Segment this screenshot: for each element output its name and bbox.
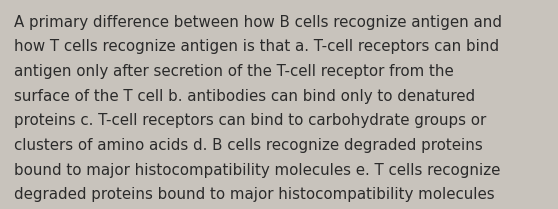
Text: degraded proteins bound to major histocompatibility molecules: degraded proteins bound to major histoco… <box>14 187 494 202</box>
Text: how T cells recognize antigen is that a. T-cell receptors can bind: how T cells recognize antigen is that a.… <box>14 39 499 54</box>
Text: surface of the T cell b. antibodies can bind only to denatured: surface of the T cell b. antibodies can … <box>14 89 475 104</box>
Text: bound to major histocompatibility molecules e. T cells recognize: bound to major histocompatibility molecu… <box>14 163 501 178</box>
Text: antigen only after secretion of the T-cell receptor from the: antigen only after secretion of the T-ce… <box>14 64 454 79</box>
Text: A primary difference between how B cells recognize antigen and: A primary difference between how B cells… <box>14 15 502 30</box>
Text: clusters of amino acids d. B cells recognize degraded proteins: clusters of amino acids d. B cells recog… <box>14 138 483 153</box>
Text: proteins c. T-cell receptors can bind to carbohydrate groups or: proteins c. T-cell receptors can bind to… <box>14 113 486 128</box>
